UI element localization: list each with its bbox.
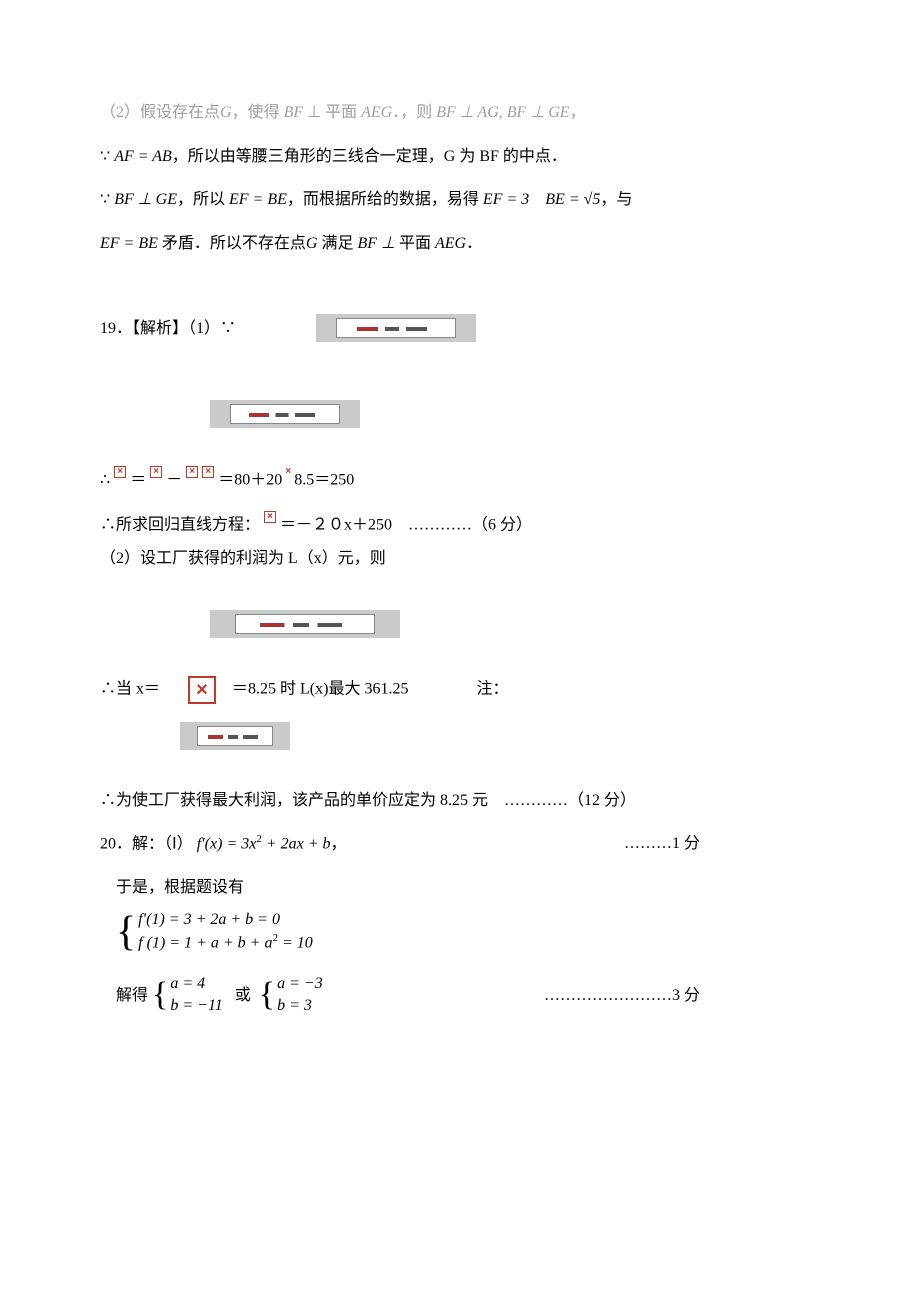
text: （2）假设存在点	[100, 104, 220, 121]
var-aeg: AEG	[435, 235, 466, 252]
text: ，	[570, 104, 586, 121]
broken-image-icon	[316, 314, 476, 342]
relation: EF = 3	[483, 191, 529, 208]
note-label: 注：	[476, 680, 508, 697]
para-isoceles: ∵ AF = AB，所以由等腰三角形的三线合一定理，G 为 BF 的中点．	[100, 144, 820, 170]
broken-image-icon	[150, 466, 162, 478]
broken-image-icon	[202, 466, 214, 478]
score-1: ………1 分	[624, 831, 820, 857]
text: ，与	[600, 191, 632, 208]
eq-icons-line: ∴ ＝ － ＝80＋208.5＝250	[100, 466, 820, 493]
relation: BF ⊥ AG, BF ⊥ GE	[436, 104, 569, 121]
broken-image-icon	[210, 400, 360, 428]
broken-image-icon	[210, 610, 400, 638]
para-2-assumption: （2）假设存在点G，使得 BF ⊥ 平面 AEG．，则 BF ⊥ AG, BF …	[100, 100, 820, 126]
para-data: ∵ BF ⊥ GE，所以 EF = BE，而根据所给的数据，易得 EF = 3 …	[100, 187, 820, 213]
system-block: { f′(1) = 3 + 2a + b = 0 f (1) = 1 + a +…	[100, 909, 820, 955]
relation: BF ⊥	[357, 235, 394, 252]
or-label: 或	[235, 983, 251, 1009]
brace-icon: {	[259, 978, 275, 1012]
perp-symbol: ⊥	[307, 104, 321, 121]
img3-row	[100, 722, 820, 750]
solve-prefix: 解得	[116, 983, 148, 1009]
text: ．，则	[392, 104, 432, 121]
fprime: f′(x) = 3x	[197, 836, 257, 853]
img2-row	[100, 610, 820, 638]
q20-heading: 20．解：（Ⅰ） f′(x) = 3x2 + 2ax + b， ………1 分	[100, 831, 820, 857]
text: ．	[466, 235, 482, 252]
comma: ，	[331, 836, 347, 853]
q19-heading: 19．【解析】（1）∵	[100, 314, 820, 342]
relation: BF ⊥ GE	[114, 191, 177, 208]
text: 矛盾．所以不存在点	[158, 235, 306, 252]
text: 平面	[399, 235, 431, 252]
q20-label: 20．解：（Ⅰ）	[100, 836, 193, 853]
conclusion-line: ∴为使工厂获得最大利润，该产品的单价应定为 8.25 元 …………（12 分）	[100, 788, 820, 814]
broken-image-icon	[114, 466, 126, 478]
broken-image-icon	[282, 466, 294, 478]
brace-icon: {	[116, 911, 136, 953]
text: （2）设工厂获得的利润为 L（x）元，则	[100, 550, 386, 567]
sol-a2: a = −3	[277, 973, 323, 995]
brace-icon: {	[152, 978, 168, 1012]
var-bf: BF	[284, 104, 304, 121]
because-symbol: ∵	[100, 191, 110, 208]
max-line: ∴当 x＝ ＝8.25 时 L(x)最大 361.25 注：	[100, 676, 820, 704]
var-aeg: AEG	[361, 104, 392, 121]
q19-label: 19．【解析】（1）∵	[100, 316, 236, 342]
relation: BE = √5	[545, 191, 600, 208]
profit-line: （2）设工厂获得的利润为 L（x）元，则	[100, 546, 820, 572]
broken-image-icon	[188, 676, 216, 704]
text: ∴为使工厂获得最大利润，该产品的单价应定为 8.25 元 …………（12 分）	[100, 792, 636, 809]
relation: AF = AB	[114, 148, 172, 165]
eq-mult: 8.5＝250	[294, 472, 354, 489]
text: 满足	[317, 235, 353, 252]
sol-b1: b = −11	[170, 995, 222, 1017]
solve-line: 解得 { a = 4 b = −11 或 { a = −3 b = 3 ……………	[100, 973, 820, 1018]
text: ∴当 x＝	[100, 680, 160, 697]
broken-image-icon	[180, 722, 290, 750]
sol-a1: a = 4	[170, 973, 222, 995]
broken-image-icon	[264, 511, 276, 523]
regression-line: ∴所求回归直线方程： ＝－２０x＋250 …………（6 分）	[100, 511, 820, 538]
therefore-symbol: ∴	[100, 472, 110, 489]
score-3: ……………………3 分	[544, 983, 820, 1009]
sys-row2b: = 10	[278, 935, 313, 952]
relation: EF = BE	[229, 191, 287, 208]
text: ＝8.25 时 L(x)最大 361.25	[232, 680, 408, 697]
text: ，所以	[177, 191, 225, 208]
because-symbol: ∵	[100, 148, 110, 165]
text: ，使得	[232, 104, 280, 121]
q20-line2: 于是，根据题设有	[100, 875, 820, 901]
sys-row2a: f (1) = 1 + a + b + a	[138, 935, 272, 952]
rest: + 2ax + b	[262, 836, 331, 853]
var-g: G	[220, 104, 232, 121]
var-g: G	[306, 235, 318, 252]
img-row	[100, 400, 820, 428]
text: 平面	[325, 104, 357, 121]
text: ，所以由等腰三角形的三线合一定理，G 为 BF 的中点．	[172, 148, 567, 165]
text: 于是，根据题设有	[116, 879, 244, 896]
para-contradiction: EF = BE 矛盾．所以不存在点G 满足 BF ⊥ 平面 AEG．	[100, 231, 820, 257]
relation: EF = BE	[100, 235, 158, 252]
eq-tail: ＝80＋20	[218, 472, 282, 489]
sys-row1: f′(1) = 3 + 2a + b = 0	[138, 909, 313, 931]
text: ∴所求回归直线方程：	[100, 517, 260, 534]
sol-b2: b = 3	[277, 995, 323, 1017]
text: ＝－２０x＋250 …………（6 分）	[280, 517, 532, 534]
text: ，而根据所给的数据，易得	[287, 191, 479, 208]
broken-image-icon	[186, 466, 198, 478]
